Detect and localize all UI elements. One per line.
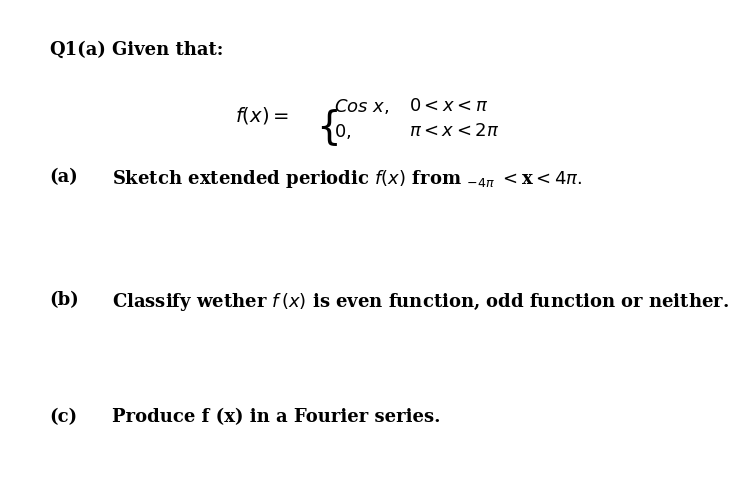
Text: $\mathit{Cos}\ x,$: $\mathit{Cos}\ x,$ (334, 98, 390, 116)
Text: $\pi < x < 2\pi$: $\pi < x < 2\pi$ (409, 122, 499, 140)
Text: $\{$: $\{$ (316, 107, 338, 148)
Text: Produce f (x) in a Fourier series.: Produce f (x) in a Fourier series. (112, 408, 441, 426)
Text: Sketch extended periodic $f(x)$ from $_{-4\pi}$ $<$x$< 4\pi.$: Sketch extended periodic $f(x)$ from $_{… (112, 169, 583, 190)
Text: (b): (b) (49, 291, 79, 309)
Text: (c): (c) (49, 408, 77, 426)
Text: Q1(a): Q1(a) (49, 41, 106, 59)
Text: Classify wether $f\,(x)$ is even function, odd function or neither.: Classify wether $f\,(x)$ is even functio… (112, 291, 729, 313)
Text: $0,$: $0,$ (334, 122, 351, 141)
Text: $f(x) = $: $f(x) = $ (235, 105, 289, 126)
Text: Given that:: Given that: (112, 41, 223, 59)
Text: $0 < x < \pi$: $0 < x < \pi$ (409, 98, 489, 115)
Text: (a): (a) (49, 169, 77, 186)
